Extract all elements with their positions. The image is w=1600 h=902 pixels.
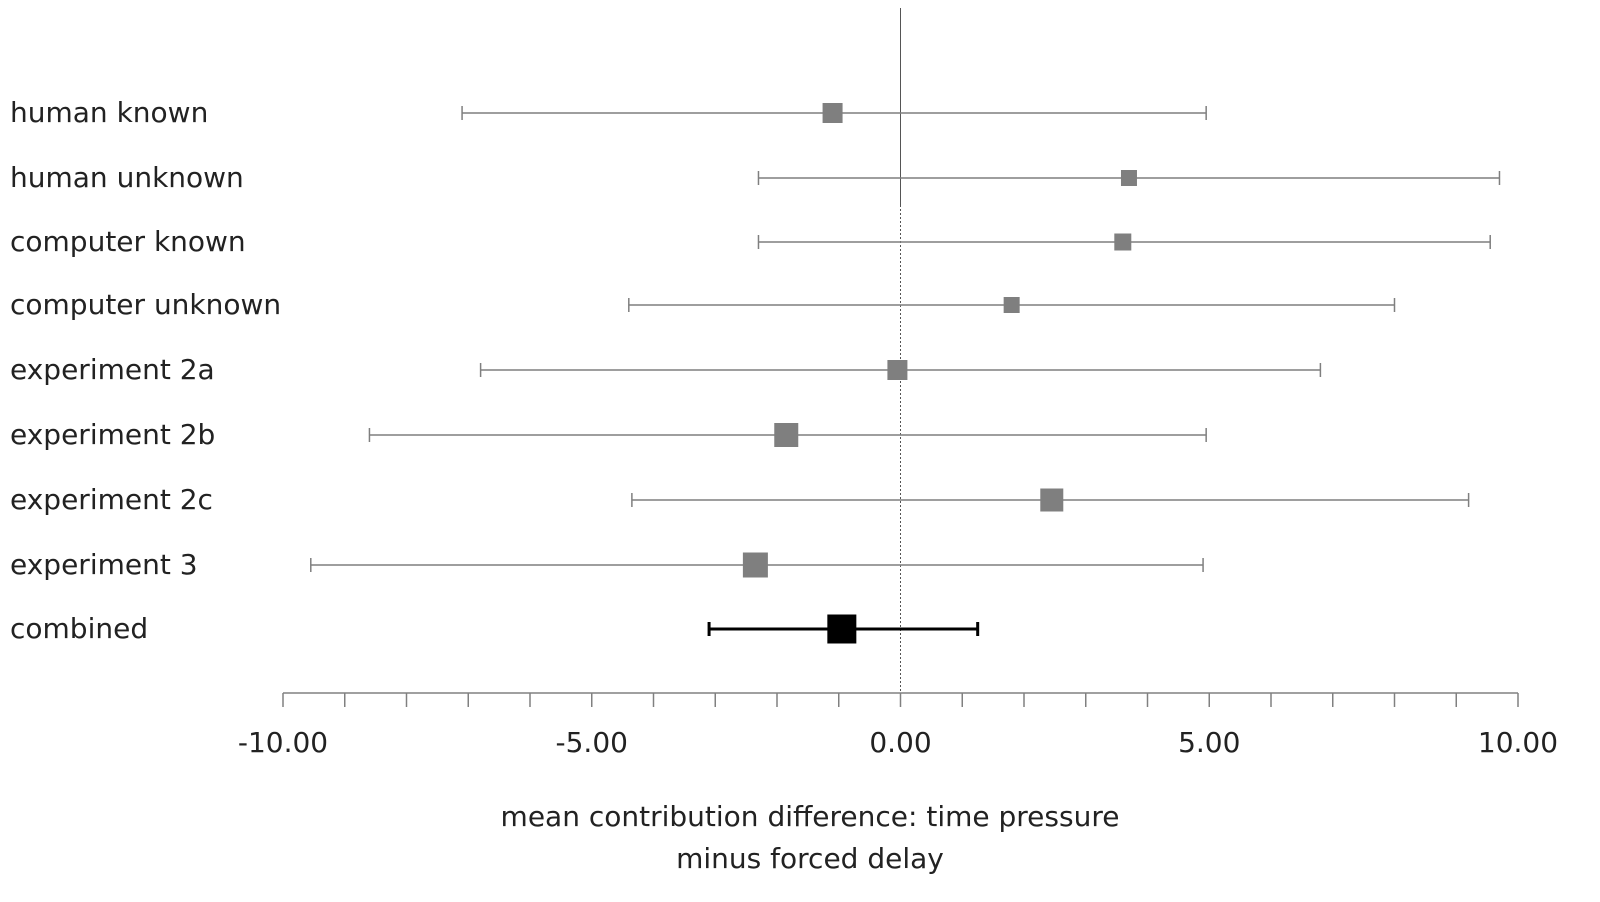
point-estimate-marker (742, 552, 768, 578)
row-computer-unknown: computer unknown (10, 288, 1396, 321)
row-label: experiment 2a (10, 353, 215, 386)
point-estimate-marker (822, 103, 843, 123)
point-estimate-marker (774, 423, 799, 447)
row-computer-known: computer known (10, 225, 1491, 258)
x-axis-title-line-2: minus forced delay (676, 842, 944, 875)
row-label: experiment 3 (10, 548, 198, 581)
x-axis-title-line-1: mean contribution difference: time press… (501, 800, 1120, 833)
row-experiment-2c: experiment 2c (10, 483, 1470, 516)
point-estimate-marker (1120, 170, 1137, 186)
point-estimate-marker (1003, 297, 1020, 313)
row-experiment-2a: experiment 2a (10, 353, 1322, 386)
x-axis: -10.00 -5.00 0.00 5.00 10.00 (238, 692, 1558, 759)
row-label: experiment 2c (10, 483, 213, 516)
row-label: computer unknown (10, 288, 281, 321)
row-label: computer known (10, 225, 246, 258)
row-label: human unknown (10, 161, 244, 194)
point-estimate-marker (1114, 233, 1132, 251)
row-human-unknown: human unknown (10, 161, 1501, 194)
point-estimate-marker (1040, 488, 1064, 512)
row-experiment-2b: experiment 2b (10, 418, 1207, 451)
row-label: experiment 2b (10, 418, 215, 451)
x-tick-label: -10.00 (238, 726, 328, 759)
rows-layer: human known human unknown computer known co… (10, 96, 1501, 645)
x-tick-label: 0.00 (869, 726, 931, 759)
row-label: combined (10, 612, 148, 645)
row-human-known: human known (10, 96, 1207, 129)
point-estimate-marker (827, 614, 857, 644)
row-label: human known (10, 96, 208, 129)
x-tick-label: 5.00 (1178, 726, 1240, 759)
x-tick-label: 10.00 (1478, 726, 1558, 759)
row-combined: combined (10, 612, 980, 645)
row-experiment-3: experiment 3 (10, 548, 1204, 581)
x-tick-label: -5.00 (556, 726, 628, 759)
point-estimate-marker (887, 360, 908, 380)
